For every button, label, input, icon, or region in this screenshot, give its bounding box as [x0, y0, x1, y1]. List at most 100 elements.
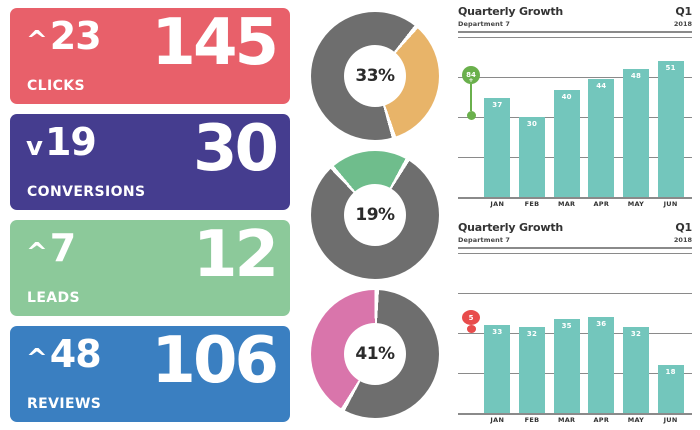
bar[interactable]: 32: [518, 327, 545, 413]
gridline: [458, 252, 692, 255]
bar[interactable]: 36: [588, 316, 615, 413]
kpi-label: CONVERSIONS: [27, 184, 146, 200]
kpi-delta-clicks: ^ 23: [26, 14, 102, 58]
arrow-up-icon: ^: [26, 344, 48, 374]
x-axis-tick-label: MAY: [627, 416, 645, 424]
chart-subtitle: Department 7: [458, 19, 511, 28]
donut-orange: 33%: [311, 11, 439, 140]
kpi-delta-value: 19: [44, 120, 97, 164]
bar-slot: 30: [518, 37, 545, 197]
chart-period: Q1: [675, 5, 692, 18]
chart-title-group: Quarterly Growth Department 7: [458, 221, 564, 243]
donut-percent-label: 19%: [355, 204, 395, 225]
kpi-delta-value: 7: [49, 226, 76, 270]
bar-slot: 18: [657, 253, 684, 413]
chart-bars: 37 30 40 44 48 51: [458, 37, 692, 197]
gridline: [458, 413, 692, 415]
arrow-up-icon: ^: [26, 26, 48, 56]
chart-header: Quarterly Growth Department 7 Q1 2018: [458, 5, 692, 33]
x-axis-tick-label: JUN: [663, 416, 678, 424]
bar-slot: 33: [484, 253, 511, 413]
bar[interactable]: 44: [588, 79, 615, 197]
bar-value-label: 51: [665, 63, 676, 72]
kpi-delta-conversions: v 19: [26, 120, 97, 164]
donut-percent-label: 33%: [355, 65, 395, 86]
bar-slot: 35: [553, 253, 580, 413]
chart-marker[interactable]: 84 +: [462, 65, 480, 121]
x-axis-tick-label: MAR: [557, 200, 576, 208]
kpi-card-clicks[interactable]: ^ 23 145 CLICKS: [10, 8, 290, 104]
bar-slot: 32: [622, 253, 649, 413]
bar-value-label: 40: [561, 93, 572, 102]
kpi-delta-value: 48: [49, 332, 102, 376]
marker-dot: [466, 325, 476, 333]
bar-value-label: 18: [665, 367, 676, 376]
kpi-label: CLICKS: [27, 78, 86, 94]
x-axis-tick-label: FEB: [524, 416, 540, 424]
chart-bars: 33 32 35 36 32 18: [458, 253, 692, 413]
bar[interactable]: 35: [553, 319, 580, 413]
bar-value-label: 32: [630, 330, 642, 339]
marker-badge: 5: [462, 310, 480, 326]
bar-value-label: 32: [526, 330, 538, 339]
bar-slot: 48: [622, 37, 649, 197]
bar[interactable]: 40: [553, 90, 580, 197]
donut-center: 41%: [344, 323, 406, 386]
bar[interactable]: 18: [657, 364, 684, 413]
bar[interactable]: 33: [484, 324, 511, 413]
bar-value-label: 30: [526, 119, 538, 128]
bar-value-label: 37: [492, 101, 503, 110]
bar-value-label: 48: [630, 71, 642, 80]
kpi-delta-value: 23: [49, 14, 102, 58]
bar-value-label: 44: [596, 82, 607, 91]
x-axis-tick-label: FEB: [524, 200, 540, 208]
kpi-card-leads[interactable]: ^ 7 12 LEADS: [10, 220, 290, 316]
gridline: [458, 76, 692, 79]
chart-header: Quarterly Growth Department 7 Q1 2018: [458, 221, 692, 249]
x-axis-tick-label: MAY: [627, 200, 645, 208]
kpi-label: REVIEWS: [27, 396, 102, 412]
kpi-column: ^ 23 145 CLICKS v 19 30 CONVERSIONS ^ 7 12 LEADS ^ 48…: [0, 0, 300, 430]
chart-period-group: Q1 2018: [673, 221, 692, 244]
chart-title-group: Quarterly Growth Department 7: [458, 5, 564, 28]
kpi-card-reviews[interactable]: ^ 48 106 REVIEWS: [10, 326, 290, 422]
marker-sign: +: [468, 76, 474, 84]
donut-center: 33%: [344, 44, 406, 107]
kpi-card-conversions[interactable]: v 19 30 CONVERSIONS: [10, 114, 290, 210]
kpi-total-value: 30: [192, 114, 279, 186]
x-axis-tick-label: JAN: [490, 200, 505, 208]
bar[interactable]: 48: [622, 68, 649, 197]
bar[interactable]: 30: [518, 116, 545, 197]
x-axis-tick-label: APR: [593, 416, 610, 424]
kpi-label: LEADS: [27, 290, 81, 306]
chart-x-axis: JAN FEB MAR APR MAY JUN: [458, 416, 692, 424]
chart-title: Quarterly Growth: [458, 221, 564, 234]
bar-slot: 37: [484, 37, 511, 197]
donut-percent-label: 41%: [355, 344, 395, 365]
gridline: [458, 197, 692, 199]
donut-pink: 41%: [311, 290, 439, 419]
bar-slot: 36: [588, 253, 615, 413]
donut-column: 33% 19% 41%: [300, 0, 450, 430]
bar-slot: 51: [657, 37, 684, 197]
kpi-total-value: 12: [192, 220, 279, 292]
donut-green: 19%: [311, 150, 439, 279]
marker-stem: [470, 83, 472, 112]
chart-title: Quarterly Growth: [458, 5, 564, 18]
marker-badge: 84: [462, 65, 480, 84]
charts-column: Quarterly Growth Department 7 Q1 2018 37 30 40…: [450, 0, 700, 430]
chart-marker[interactable]: 5: [462, 310, 480, 333]
bar[interactable]: 51: [657, 60, 684, 197]
bar-slot: 44: [588, 37, 615, 197]
chart-period-group: Q1 2018: [674, 5, 692, 27]
bar[interactable]: 32: [622, 327, 649, 413]
bar-slot: 40: [553, 37, 580, 197]
bar[interactable]: 37: [484, 98, 511, 197]
x-axis-tick-label: MAR: [557, 416, 576, 424]
quarterly-growth-top: Quarterly Growth Department 7 Q1 2018 37 30 40…: [458, 5, 692, 208]
bar-value-label: 36: [596, 319, 607, 328]
donut-center: 19%: [344, 183, 406, 246]
chart-year: 2018: [673, 235, 692, 244]
x-axis-tick-label: APR: [593, 200, 610, 208]
